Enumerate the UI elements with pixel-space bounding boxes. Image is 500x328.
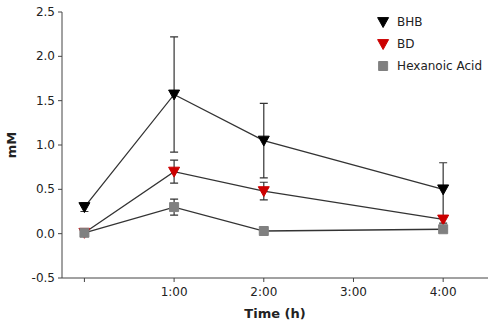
legend-marker xyxy=(378,40,389,50)
y-tick xyxy=(58,278,62,279)
legend-marker xyxy=(378,18,389,28)
legend-item: BHB xyxy=(378,15,423,29)
series-line xyxy=(84,172,443,233)
legend-label: Hexanoic Acid xyxy=(397,59,482,73)
x-tick-label: 3:00 xyxy=(340,285,367,299)
point xyxy=(169,90,180,100)
y-tick xyxy=(58,100,62,101)
legend-item: BD xyxy=(378,37,415,51)
error-bar xyxy=(170,199,178,215)
y-axis-label: mM xyxy=(4,132,19,158)
y-tick xyxy=(58,189,62,190)
series xyxy=(79,160,449,238)
series xyxy=(79,37,449,216)
chart: 1:00 2:00 3:00 4:00 -0.5 0.0 0.5 1.0 1.5 2.0 2.5 Ti… xyxy=(0,0,500,328)
y-tick xyxy=(58,12,62,13)
x-tick xyxy=(443,278,444,282)
legend-marker xyxy=(379,62,388,71)
y-tick-label: -0.5 xyxy=(32,271,55,285)
point xyxy=(80,228,89,237)
x-axis-label: Time (h) xyxy=(244,306,305,321)
axes: 1:00 2:00 3:00 4:00 -0.5 0.0 0.5 1.0 1.5 2.0 2.5 xyxy=(32,5,488,299)
point xyxy=(438,185,449,195)
series xyxy=(80,199,448,237)
y-tick xyxy=(58,233,62,234)
plot-area xyxy=(79,37,449,238)
y-tick-label: 0.0 xyxy=(36,227,55,241)
y-tick-label: 2.5 xyxy=(36,5,55,19)
legend-label: BD xyxy=(397,37,414,51)
legend-item: Hexanoic Acid xyxy=(379,59,482,73)
point xyxy=(438,215,449,225)
x-tick xyxy=(84,278,85,282)
y-tick-label: 0.5 xyxy=(36,182,55,196)
y-tick xyxy=(58,56,62,57)
y-tick-label: 2.0 xyxy=(36,49,55,63)
series-line xyxy=(84,94,443,207)
x-tick xyxy=(263,278,264,282)
y-tick-label: 1.5 xyxy=(36,94,55,108)
x-tick-label: 1:00 xyxy=(161,285,188,299)
legend-label: BHB xyxy=(397,15,423,29)
point xyxy=(258,136,269,146)
point xyxy=(79,203,90,213)
x-tick xyxy=(353,278,354,282)
x-tick xyxy=(174,278,175,282)
point xyxy=(439,225,448,234)
point xyxy=(258,187,269,197)
point xyxy=(259,227,268,236)
point xyxy=(169,167,180,177)
y-tick-label: 1.0 xyxy=(36,138,55,152)
y-tick xyxy=(58,145,62,146)
point xyxy=(170,203,179,212)
x-tick-label: 2:00 xyxy=(250,285,277,299)
x-axis-line xyxy=(62,278,488,279)
x-tick-label: 4:00 xyxy=(430,285,457,299)
legend: BHB BD Hexanoic Acid xyxy=(378,15,482,73)
point xyxy=(79,228,90,238)
